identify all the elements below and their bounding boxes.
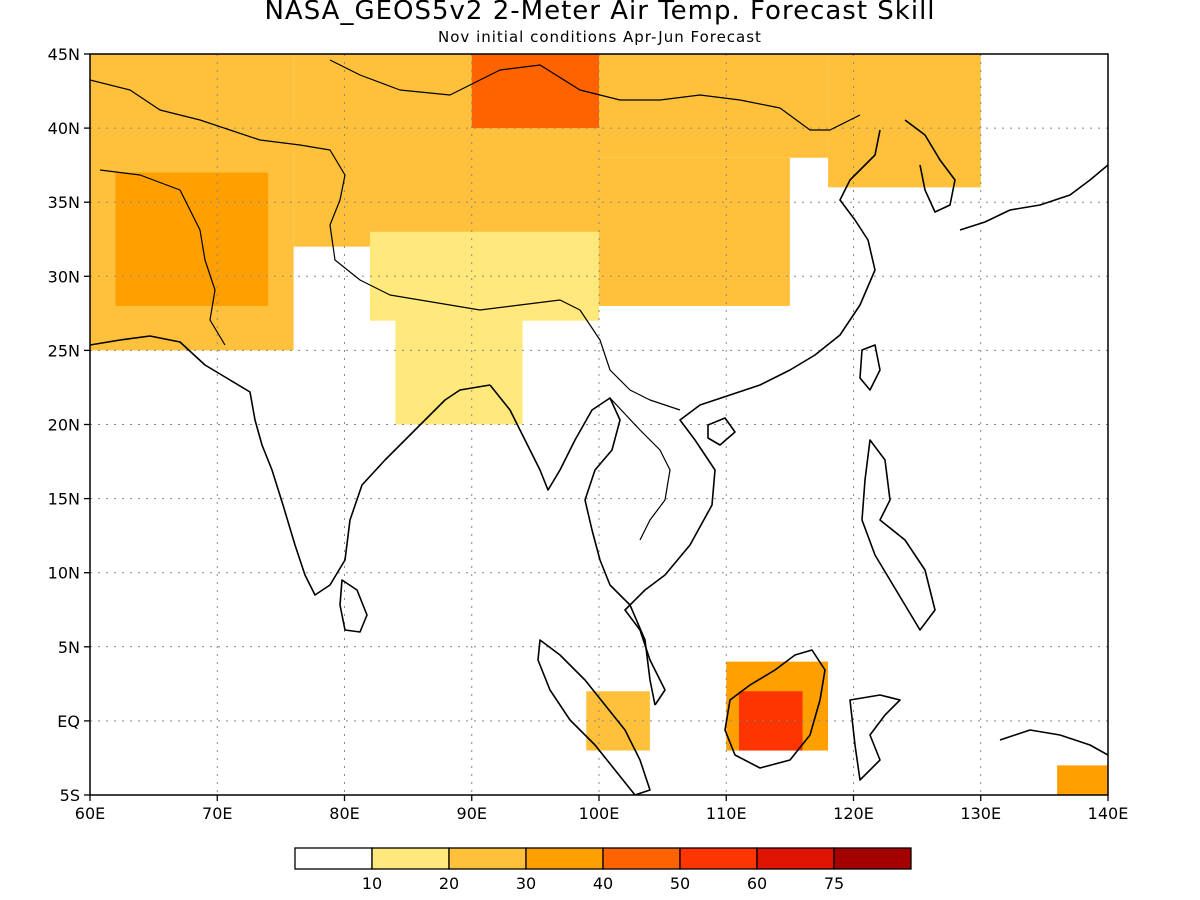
colorbar-label: 20: [439, 874, 459, 893]
colorbar: 10 20 30 40 50 60 75: [294, 847, 912, 893]
colorbar-label: 10: [362, 874, 382, 893]
coastline-sumatra: [537, 639, 651, 795]
border-southeast-asia: [579, 309, 681, 541]
axis-ticks: 60E 70E 80E 90E 100E 110E 120E 130E 140E 5S EQ 5N 10…: [48, 45, 1129, 823]
colorbar-label: 50: [670, 874, 690, 893]
colorbar-label: 75: [824, 874, 844, 893]
skill-region-8: [395, 305, 523, 425]
x-tick-label: 130E: [960, 804, 1001, 823]
coastline-borneo: [724, 649, 826, 769]
colorbar-swatch: [448, 847, 527, 870]
x-tick-label: 110E: [706, 804, 747, 823]
coastline-japan: [959, 164, 1108, 231]
chart-subtitle: Nov initial conditions Apr-Jun Forecast: [438, 28, 762, 46]
border-central-asia: [90, 79, 581, 311]
coastline-philippines: [861, 439, 936, 631]
y-tick-label: 45N: [48, 45, 80, 64]
colorbar-swatch: [294, 847, 373, 870]
coastline-newguinea: [999, 729, 1108, 756]
colorbar-swatch: [833, 847, 912, 870]
x-tick-label: 140E: [1088, 804, 1129, 823]
colorbar-label: 40: [593, 874, 613, 893]
y-tick-label: 20N: [48, 416, 80, 435]
coastlines: [90, 59, 1108, 795]
y-tick-label: 15N: [48, 490, 80, 509]
border-china-mongolia: [329, 59, 861, 131]
skill-region-4: [471, 54, 599, 129]
coastline-taiwan: [859, 344, 881, 391]
coastline-srilanka: [339, 579, 368, 633]
colorbar-swatch: [525, 847, 604, 870]
skill-region-7: [828, 54, 981, 188]
coastline-korea: [904, 119, 956, 213]
colorbar-swatch: [602, 847, 681, 870]
y-tick-label: 5S: [60, 786, 80, 805]
coastline-indochina: [624, 129, 881, 706]
skill-region-12: [1057, 765, 1108, 795]
coastline-india: [90, 335, 491, 596]
x-tick-label: 70E: [202, 804, 232, 823]
y-tick-label: 30N: [48, 267, 80, 286]
coastline-sulawesi: [849, 694, 901, 781]
colorbar-swatch: [756, 847, 835, 870]
x-tick-label: 90E: [457, 804, 487, 823]
y-tick-label: EQ: [57, 712, 80, 731]
lat-lon-grid: [90, 54, 1108, 795]
coastline-myanmar-malaya: [489, 384, 656, 706]
colorbar-label: 60: [747, 874, 767, 893]
colorbar-swatch: [371, 847, 450, 870]
x-tick-label: 120E: [833, 804, 874, 823]
border-iran-afghan: [99, 169, 226, 346]
y-tick-label: 5N: [58, 638, 80, 657]
skill-region-1: [115, 172, 269, 306]
y-tick-label: 25N: [48, 341, 80, 360]
x-tick-label: 80E: [329, 804, 359, 823]
y-tick-label: 10N: [48, 564, 80, 583]
colorbar-swatch: [679, 847, 758, 870]
y-tick-label: 35N: [48, 193, 80, 212]
colorbar-label: 30: [516, 874, 536, 893]
coastline-hainan: [707, 417, 736, 446]
skill-region-6: [599, 157, 790, 306]
y-tick-label: 40N: [48, 119, 80, 138]
x-tick-label: 100E: [579, 804, 620, 823]
x-tick-label: 60E: [75, 804, 105, 823]
chart-title: NASA_GEOS5v2 2-Meter Air Temp. Forecast …: [264, 0, 936, 26]
